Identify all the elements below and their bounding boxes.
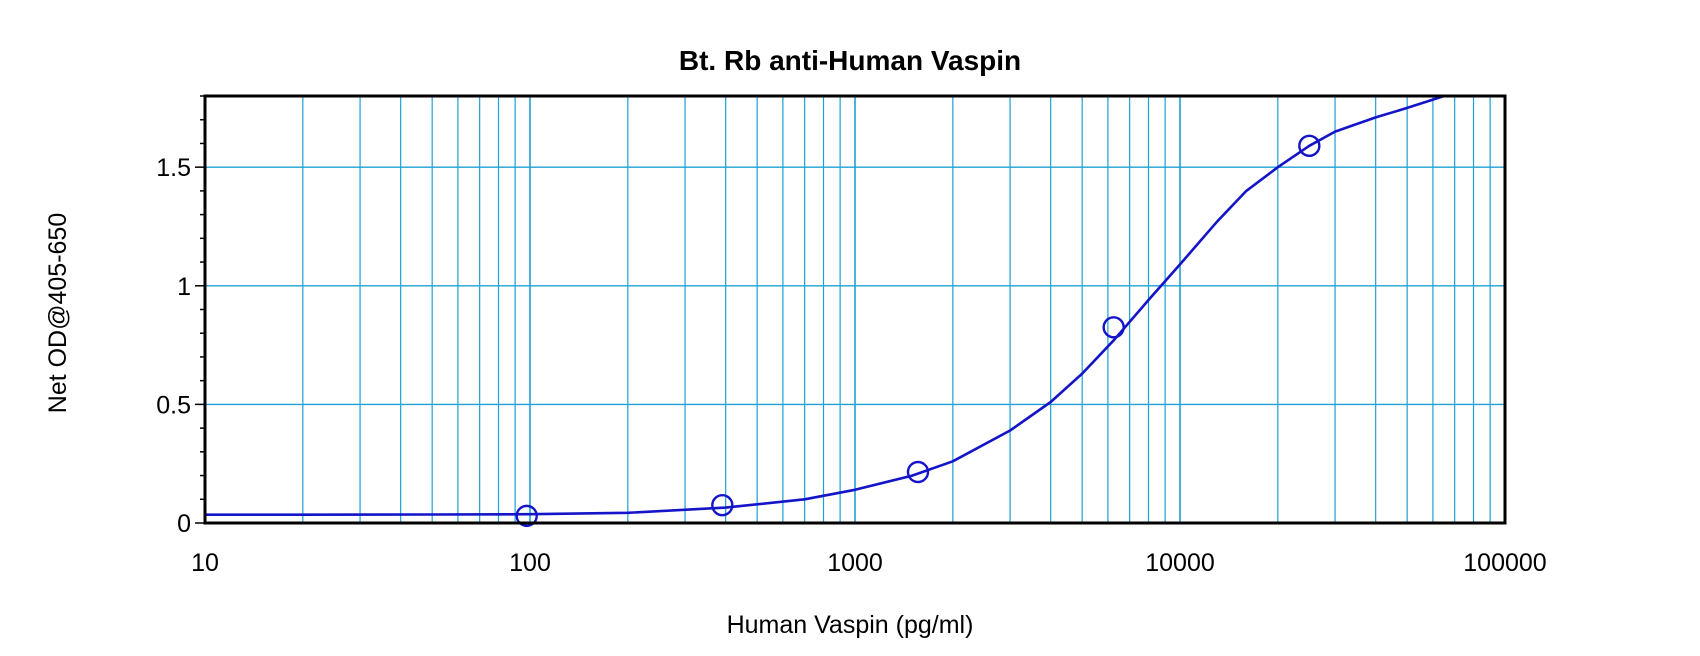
fit-curve	[205, 94, 1445, 517]
x-tick-label: 100000	[1463, 549, 1546, 577]
fit-curve-layer	[205, 94, 1445, 517]
chart-title: Bt. Rb anti-Human Vaspin	[679, 45, 1021, 76]
x-tick-labels: 10 100 1000 10000 100000	[191, 549, 1547, 577]
y-axis-label: Net OD@405-650	[44, 213, 72, 413]
x-axis-label: Human Vaspin (pg/ml)	[727, 611, 974, 639]
y-tick-label: 0.5	[156, 391, 191, 419]
x-tick-label: 1000	[827, 549, 883, 577]
y-tick-labels: 0 0.5 1 1.5	[156, 154, 191, 538]
data-point-marker	[1102, 316, 1125, 339]
x-tick-label: 100	[509, 549, 551, 577]
x-tick-label: 10000	[1145, 549, 1215, 577]
plot-frame	[203, 94, 1507, 525]
data-point-marker	[906, 460, 930, 484]
y-tick-label: 1	[177, 273, 191, 301]
y-tick-label: 1.5	[156, 154, 191, 182]
data-point-marker	[711, 494, 734, 517]
y-tick-label: 0	[177, 510, 191, 538]
data-point-marker	[515, 504, 538, 528]
data-points	[515, 134, 1321, 528]
data-point-marker	[1298, 134, 1321, 158]
grid-lines	[205, 96, 1505, 523]
x-tick-label: 10	[191, 549, 219, 577]
